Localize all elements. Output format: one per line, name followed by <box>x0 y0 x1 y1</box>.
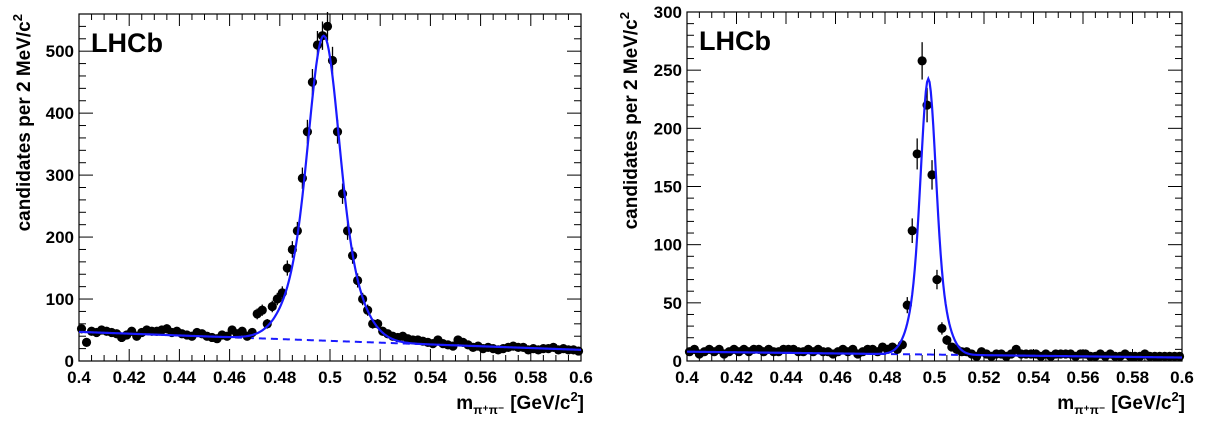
data-marker <box>282 263 292 273</box>
data-point <box>927 160 937 190</box>
left-panel-chart: 0.4 0.42 0.44 0.46 0.48 0.5 0.52 0.54 0.56 0.58 0.… <box>10 11 593 417</box>
data-point <box>272 292 282 306</box>
data-marker <box>302 127 313 137</box>
x-tick-label: 0.6 <box>569 368 593 387</box>
x-axis-title-unit: [GeV/c <box>510 393 571 414</box>
x-tick-label: 0.6 <box>1170 368 1194 387</box>
data-marker <box>81 337 92 348</box>
x-tick-label: 0.46 <box>819 368 852 387</box>
x-tick-label: 0.4 <box>675 368 699 387</box>
y-tick-label: 50 <box>663 294 682 313</box>
x-axis-title: mπ⁺π⁻ [GeV/c2] <box>1057 389 1185 417</box>
y-tick-label: 400 <box>46 104 74 123</box>
x-axis-title-subscript: π⁺π⁻ <box>1074 403 1105 417</box>
right-panel-chart: 0.4 0.42 0.44 0.46 0.48 0.5 0.52 0.54 0.56 0.58 0.… <box>617 3 1194 417</box>
x-tick-label: 0.42 <box>720 368 753 387</box>
y-tick-label: 150 <box>654 178 682 197</box>
data-point <box>573 346 584 356</box>
data-marker <box>937 323 947 334</box>
y-tick-label: 250 <box>654 61 682 80</box>
x-axis-title-main: m <box>456 393 473 414</box>
y-tick-label: 300 <box>46 166 74 185</box>
y-tick-label: 500 <box>46 42 74 61</box>
data-point <box>917 42 927 80</box>
x-axis-title-main: m <box>1057 393 1074 414</box>
x-tick-label: 0.5 <box>318 368 342 387</box>
data-marker <box>912 149 922 159</box>
plot-frame <box>686 11 1183 362</box>
data-point <box>267 300 277 313</box>
x-tick-label: 0.48 <box>868 368 901 387</box>
experiment-label: LHCb <box>91 28 163 58</box>
data-marker <box>257 305 267 315</box>
plot-frame <box>78 13 582 362</box>
data-point <box>937 322 947 335</box>
x-axis-title-subscript: π⁺π⁻ <box>473 403 504 417</box>
x-axis-title: mπ⁺π⁻ [GeV/c2] <box>456 389 584 417</box>
data-point <box>912 138 922 170</box>
y-tick-label: 100 <box>46 290 74 309</box>
x-tick-label: 0.5 <box>923 368 947 387</box>
x-tick-label: 0.56 <box>464 368 497 387</box>
data-marker <box>267 301 277 312</box>
y-tick-label: 0 <box>673 352 682 371</box>
data-point <box>257 304 267 316</box>
data-point <box>322 11 333 41</box>
x-tick-label: 0.46 <box>213 368 246 387</box>
data-point <box>907 218 917 244</box>
x-tick-label: 0.48 <box>263 368 296 387</box>
data-point <box>282 260 292 276</box>
x-tick-label: 0.52 <box>967 368 1000 387</box>
data-point <box>932 269 942 290</box>
data-marker <box>262 319 272 329</box>
y-tick-label: 100 <box>654 236 682 255</box>
data-point <box>942 335 952 345</box>
data-marker <box>927 170 937 180</box>
data-marker <box>1174 351 1185 361</box>
x-tick-label: 0.54 <box>1017 368 1051 387</box>
x-tick-label: 0.54 <box>414 368 448 387</box>
x-tick-label: 0.52 <box>364 368 397 387</box>
x-tick-label: 0.42 <box>113 368 146 387</box>
data-marker <box>272 294 282 304</box>
y-axis-title: candidates per 2 MeV/c2 <box>10 14 35 231</box>
experiment-label: LHCb <box>699 26 771 56</box>
x-tick-label: 0.44 <box>163 368 197 387</box>
x-tick-label: 0.56 <box>1066 368 1099 387</box>
y-tick-label: 200 <box>46 228 74 247</box>
y-axis-title-sup: 2 <box>10 14 25 21</box>
x-axis-title-unit: [GeV/c <box>1111 393 1172 414</box>
x-axis-title-unit-sup: 2 <box>1171 389 1178 404</box>
y-axis-title-main: candidates per 2 MeV/c <box>14 21 35 232</box>
x-tick-label: 0.58 <box>1116 368 1149 387</box>
x-tick-label: 0.58 <box>514 368 547 387</box>
y-axis-title-main: candidates per 2 MeV/c <box>621 19 642 230</box>
data-marker <box>942 335 952 345</box>
data-marker <box>573 346 584 356</box>
y-axis-title: candidates per 2 MeV/c2 <box>617 12 642 229</box>
data-marker <box>907 226 917 236</box>
y-axis-title-sup: 2 <box>617 12 632 19</box>
y-tick-label: 0 <box>65 352 74 371</box>
y-tick-label: 200 <box>654 119 682 138</box>
total-fit-curve <box>78 34 582 351</box>
x-axis-title-unit-sup: 2 <box>570 389 577 404</box>
x-tick-label: 0.44 <box>769 368 803 387</box>
x-axis-title-unit-close: ] <box>578 393 584 414</box>
y-tick-label: 300 <box>654 3 682 22</box>
data-marker <box>322 21 333 31</box>
data-point <box>81 337 92 348</box>
total-fit-curve <box>686 75 1183 359</box>
data-marker <box>917 56 927 66</box>
x-axis-title-unit-close: ] <box>1179 393 1185 414</box>
data-marker <box>932 274 942 285</box>
x-tick-label: 0.4 <box>67 368 91 387</box>
